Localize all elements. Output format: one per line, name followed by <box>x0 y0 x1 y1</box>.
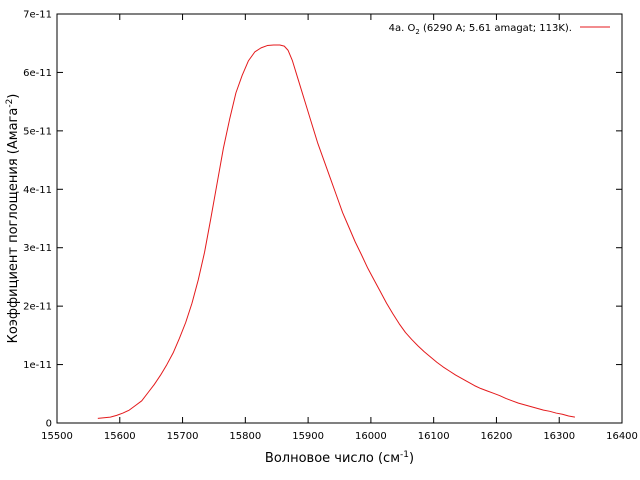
series-line <box>97 44 576 419</box>
y-tick-label: 2e-11 <box>23 302 52 313</box>
x-tick-label: 16300 <box>543 431 575 442</box>
plot-frame <box>56 13 623 424</box>
y-tick-label: 5e-11 <box>23 126 52 137</box>
x-tick-label: 15900 <box>292 431 324 442</box>
y-axis-ticks: 0 1e-11 2e-11 3e-11 4e-11 5e-11 6e-11 7e-11 <box>23 10 622 430</box>
y-axis-label: Коэффициент поглощения (Амага-2) <box>5 94 21 344</box>
y-tick-label: 7e-11 <box>23 10 52 21</box>
y-tick-label: 0 <box>46 419 52 430</box>
x-axis-label: Волновое число (см-1) <box>265 450 414 466</box>
x-tick-label: 15600 <box>104 431 136 442</box>
y-tick-label: 6e-11 <box>23 68 52 79</box>
x-tick-label: 16100 <box>418 431 450 442</box>
x-tick-label: 16400 <box>606 431 638 442</box>
x-tick-label: 16000 <box>355 431 387 442</box>
x-tick-label: 15800 <box>229 431 261 442</box>
x-tick-label: 15700 <box>167 431 199 442</box>
series-layer <box>97 44 576 419</box>
legend-entry-label: 4a. O2 (6290 A; 5.61 amagat; 113K). <box>389 23 572 36</box>
x-tick-label: 16200 <box>481 431 513 442</box>
y-tick-label: 4e-11 <box>23 185 52 196</box>
y-tick-label: 1e-11 <box>23 360 52 371</box>
legend: 4a. O2 (6290 A; 5.61 amagat; 113K). <box>389 23 610 36</box>
y-tick-label: 3e-11 <box>23 243 52 254</box>
x-axis-ticks: 15500 15600 15700 15800 15900 16000 16100 16200… <box>41 14 638 442</box>
x-tick-label: 15500 <box>41 431 73 442</box>
